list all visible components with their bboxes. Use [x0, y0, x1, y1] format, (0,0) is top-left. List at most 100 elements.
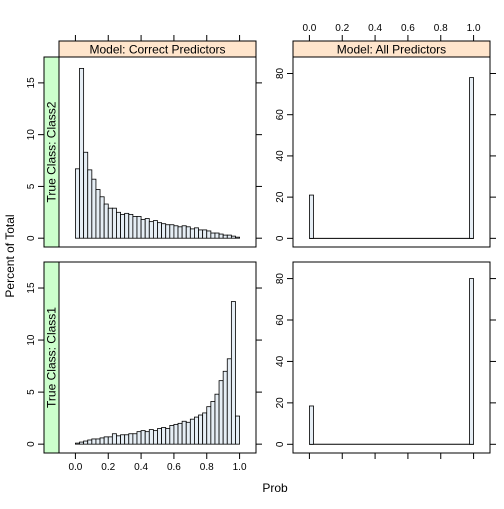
- histogram-bar: [144, 431, 150, 445]
- y-tick-label: 40: [275, 355, 286, 367]
- x-tick-label: 1.0: [467, 23, 481, 34]
- histogram-bar: [132, 433, 138, 445]
- histogram-bar: [128, 433, 134, 445]
- histogram-bar: [198, 414, 204, 445]
- model-strip-label: Model: All Predictors: [337, 43, 446, 57]
- histogram-bar: [226, 234, 232, 239]
- histogram-bar: [202, 229, 208, 239]
- y-tick-label: 80: [275, 273, 286, 285]
- class-strip-frame: [43, 56, 60, 248]
- histogram-bar: [210, 232, 216, 239]
- histogram-bar: [198, 229, 204, 239]
- histogram-bar: [140, 430, 146, 445]
- histogram-bar: [136, 216, 142, 239]
- y-tick-label: 40: [275, 150, 286, 162]
- histogram-bar: [95, 189, 101, 239]
- y-tick-label: 0: [275, 441, 286, 447]
- x-tick-label: 0.2: [101, 462, 115, 473]
- y-tick-label: 5: [26, 389, 37, 395]
- histogram-bar: [177, 422, 183, 445]
- histogram-bar: [116, 435, 121, 445]
- x-tick-label: 0.8: [434, 23, 448, 34]
- histogram-bar: [177, 226, 183, 239]
- panel-frame: [292, 40, 491, 248]
- histogram-bar: [235, 236, 240, 239]
- histogram-bar: [120, 213, 126, 239]
- histogram-bar: [222, 234, 228, 239]
- histogram-bar: [79, 441, 85, 445]
- histogram-bar: [157, 222, 163, 239]
- histogram-bar: [230, 301, 236, 445]
- histogram-bar: [99, 196, 105, 239]
- x-tick-label: 0.6: [401, 23, 415, 34]
- y-tick-label: 20: [275, 191, 286, 203]
- histogram-bar: [152, 220, 158, 239]
- histogram-bar: [83, 151, 89, 239]
- histogram-bar: [165, 428, 171, 445]
- histogram-bar: [99, 437, 105, 445]
- histogram-bar: [116, 211, 121, 239]
- histogram-bar: [107, 436, 113, 445]
- histogram-bar: [185, 421, 191, 445]
- histogram-bar: [469, 77, 474, 239]
- histogram-bar: [169, 425, 175, 445]
- histogram-bar: [79, 67, 85, 239]
- histogram-bar: [235, 415, 240, 445]
- histogram-bar: [181, 420, 187, 445]
- panel-frame: [292, 261, 491, 454]
- histogram-bar: [83, 440, 89, 445]
- histogram-bar: [75, 442, 80, 445]
- histogram-bar: [91, 178, 97, 239]
- histogram-bar: [309, 405, 314, 445]
- histogram-bar: [103, 203, 109, 239]
- histogram-bar: [107, 207, 113, 239]
- histogram-bar: [132, 216, 138, 239]
- histogram-bar: [226, 358, 232, 445]
- histogram-bar: [181, 225, 187, 239]
- y-axis-label: Percent of Total: [3, 214, 17, 297]
- histogram-bar: [189, 418, 195, 445]
- x-tick-label: 0.6: [167, 462, 181, 473]
- histogram-bar: [120, 434, 126, 445]
- histogram-bar: [144, 218, 150, 239]
- histogram-bar: [157, 428, 163, 445]
- histogram-bar: [173, 225, 179, 239]
- histogram-bar: [309, 194, 314, 239]
- x-tick-label: 0.0: [68, 462, 82, 473]
- y-tick-label: 20: [275, 397, 286, 409]
- x-tick-label: 0.4: [368, 23, 382, 34]
- histogram-bar: [161, 223, 167, 239]
- y-tick-label: 0: [275, 235, 286, 241]
- histogram-bar: [87, 169, 93, 239]
- x-tick-label: 0.0: [302, 23, 316, 34]
- x-tick-label: 0.8: [200, 462, 214, 473]
- y-tick-label: 10: [26, 129, 37, 141]
- histogram-bar: [148, 221, 154, 239]
- histogram-bar: [128, 213, 134, 239]
- histogram-bar: [173, 423, 179, 445]
- histogram-bar: [124, 434, 130, 445]
- x-tick-label: 1.0: [233, 462, 247, 473]
- histogram-bar: [214, 393, 220, 445]
- histogram-bar: [210, 401, 216, 445]
- histogram-bar: [111, 207, 117, 239]
- y-tick-label: 80: [275, 67, 286, 79]
- y-tick-label: 0: [26, 235, 37, 241]
- x-tick-label: 0.4: [134, 462, 148, 473]
- histogram-bar: [75, 168, 80, 239]
- x-axis-label: Prob: [262, 481, 288, 495]
- histogram-bar: [148, 429, 154, 445]
- histogram-bar: [169, 224, 175, 239]
- class-strip-label: True Class: Class1: [45, 307, 59, 408]
- histogram-bar: [218, 233, 224, 239]
- histogram-bar: [230, 235, 236, 239]
- histogram-bar: [185, 226, 191, 239]
- histogram-bar: [111, 433, 117, 445]
- y-tick-label: 0: [26, 441, 37, 447]
- histogram-bar: [140, 219, 146, 239]
- histogram-bar: [161, 427, 167, 445]
- histogram-bar: [214, 232, 220, 239]
- class-strip-frame: [43, 261, 60, 454]
- histogram-bar: [202, 412, 208, 445]
